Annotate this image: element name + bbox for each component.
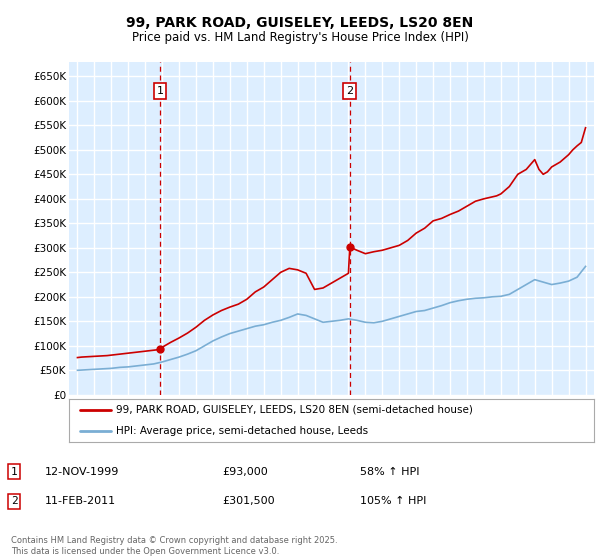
- Text: £93,000: £93,000: [222, 466, 268, 477]
- Text: 105% ↑ HPI: 105% ↑ HPI: [360, 496, 427, 506]
- Text: Contains HM Land Registry data © Crown copyright and database right 2025.
This d: Contains HM Land Registry data © Crown c…: [11, 536, 337, 556]
- Text: 11-FEB-2011: 11-FEB-2011: [45, 496, 116, 506]
- Text: 1: 1: [11, 466, 17, 477]
- Text: 2: 2: [11, 496, 17, 506]
- Text: Price paid vs. HM Land Registry's House Price Index (HPI): Price paid vs. HM Land Registry's House …: [131, 31, 469, 44]
- Text: 99, PARK ROAD, GUISELEY, LEEDS, LS20 8EN (semi-detached house): 99, PARK ROAD, GUISELEY, LEEDS, LS20 8EN…: [116, 405, 473, 414]
- Text: 12-NOV-1999: 12-NOV-1999: [45, 466, 119, 477]
- Text: 58% ↑ HPI: 58% ↑ HPI: [360, 466, 419, 477]
- Text: 2: 2: [346, 86, 353, 96]
- Text: £301,500: £301,500: [222, 496, 275, 506]
- Text: 1: 1: [157, 86, 163, 96]
- Text: 99, PARK ROAD, GUISELEY, LEEDS, LS20 8EN: 99, PARK ROAD, GUISELEY, LEEDS, LS20 8EN: [127, 16, 473, 30]
- Text: HPI: Average price, semi-detached house, Leeds: HPI: Average price, semi-detached house,…: [116, 427, 368, 436]
